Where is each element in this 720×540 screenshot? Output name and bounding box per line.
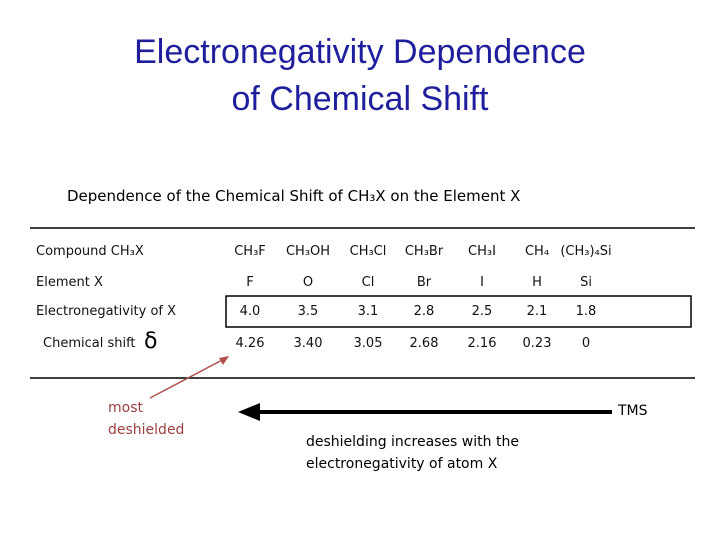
cell: 3.05 bbox=[353, 336, 383, 351]
annotation: deshielding increases with the bbox=[306, 434, 519, 450]
cell: 2.5 bbox=[471, 304, 493, 319]
pointer bbox=[149, 357, 227, 399]
cell: Cl bbox=[361, 275, 375, 290]
row-label: Element X bbox=[36, 275, 103, 290]
annotation: most bbox=[108, 400, 143, 416]
title: Electronegativity Dependence bbox=[134, 33, 586, 71]
cell: O bbox=[302, 275, 314, 290]
cell: 2.68 bbox=[409, 336, 439, 351]
annotation: electronegativity of atom X bbox=[306, 456, 498, 472]
cell: Si bbox=[580, 275, 592, 290]
arrow-head bbox=[238, 403, 260, 421]
cell: (CH₃)₄Si bbox=[560, 244, 612, 259]
cell: 3.40 bbox=[293, 336, 323, 351]
cell: 0.23 bbox=[522, 336, 552, 351]
annotation: deshielded bbox=[108, 422, 185, 438]
cell: 4.26 bbox=[235, 336, 265, 351]
cell: F bbox=[246, 275, 254, 290]
cell: 3.5 bbox=[297, 304, 319, 319]
cell: 2.16 bbox=[467, 336, 497, 351]
cell: 4.0 bbox=[239, 304, 261, 319]
highlight-box bbox=[225, 295, 692, 328]
cell: I bbox=[480, 275, 484, 290]
subtitle: Dependence of the Chemical Shift of CH₃X… bbox=[67, 187, 521, 205]
cell: CH₃Br bbox=[404, 244, 444, 259]
cell: 1.8 bbox=[575, 304, 597, 319]
cell: CH₃I bbox=[468, 244, 496, 259]
cell: 2.1 bbox=[526, 304, 548, 319]
row-label: Compound CH₃X bbox=[36, 244, 144, 259]
cell: 3.1 bbox=[357, 304, 379, 319]
title: of Chemical Shift bbox=[231, 80, 489, 118]
cell: H bbox=[532, 275, 542, 290]
row-label: Chemical shift bbox=[43, 336, 136, 351]
cell: 0 bbox=[581, 336, 591, 351]
cell: Br bbox=[416, 275, 432, 290]
row-label: Electronegativity of X bbox=[36, 304, 177, 319]
cell: 2.8 bbox=[413, 304, 435, 319]
cell: CH₃Cl bbox=[349, 244, 387, 259]
pointer-head bbox=[219, 356, 229, 365]
cell: CH₄ bbox=[524, 244, 550, 259]
cell: CH₃OH bbox=[285, 244, 331, 259]
row-symbol: δ bbox=[144, 329, 158, 354]
annotation: TMS bbox=[618, 403, 648, 419]
cell: CH₃F bbox=[234, 244, 266, 259]
